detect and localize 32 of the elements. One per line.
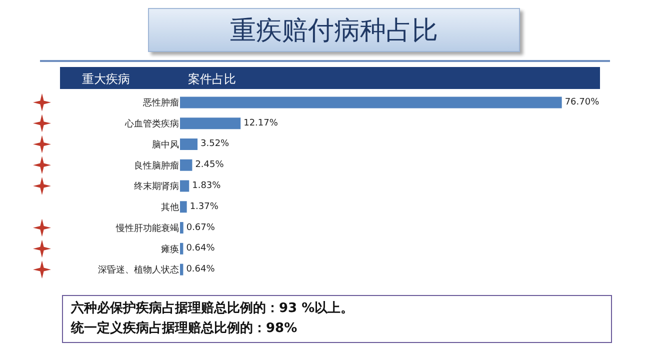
y-tick-label: 脑中风 [152, 139, 179, 150]
data-label: 0.64% [186, 264, 216, 275]
y-tick-label: 恶性肿瘤 [142, 98, 179, 109]
data-label: 12.17% [244, 118, 278, 128]
bar [180, 222, 184, 234]
data-label: 0.67% [186, 222, 216, 233]
text: 六种必保护疾病占据理赔总比例的：93 %以上。 [71, 301, 354, 316]
data-label: 1.83% [192, 181, 222, 191]
data-label: 0.64% [186, 244, 216, 254]
bar [180, 138, 198, 150]
bar [180, 201, 187, 213]
bar [180, 180, 190, 192]
y-axis-title: 重大疾病 [82, 71, 130, 88]
bar [180, 242, 184, 254]
data-label: 1.37% [190, 202, 219, 212]
y-tick-label: 终末期肾病 [134, 181, 179, 192]
bar [180, 118, 241, 130]
y-tick-label: 其他 [161, 202, 179, 214]
y-tick-label: 慢性肝功能衰竭 [115, 222, 179, 234]
bar [180, 264, 184, 276]
y-tick-label: 良性脑肿瘤 [134, 160, 179, 172]
text: 统一定义疾病占据理赔总比例的：98% [71, 321, 298, 336]
bar [180, 159, 192, 171]
data-label: 76.70% [564, 97, 600, 108]
data-label: 2.45% [195, 160, 224, 170]
bar [180, 96, 562, 108]
data-label: 3.52% [200, 139, 230, 150]
chart-title: 重疾赔付病种占比 [148, 8, 520, 52]
y-tick-label: 心血管类疾病 [124, 118, 179, 130]
y-tick-label: 深昏迷、植物人状态 [98, 264, 179, 276]
y-tick-label: 瘫痪 [161, 244, 179, 255]
x-axis-title: 案件占比 [188, 71, 236, 88]
